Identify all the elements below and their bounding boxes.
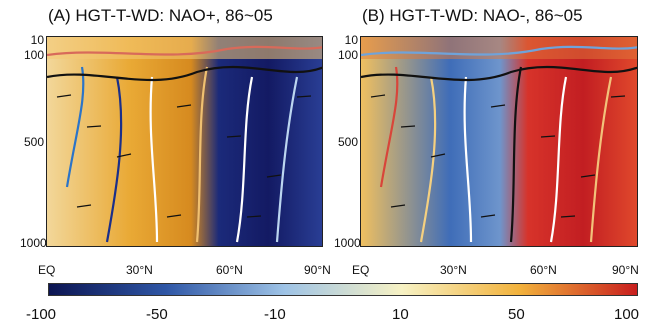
panel-a-contour: [195, 66, 209, 243]
panel-b-xtick-90n: 90°N: [612, 263, 639, 277]
panel-a-xtick-eq: EQ: [38, 263, 56, 277]
panel-a-xtick-30n: 30°N: [126, 263, 153, 277]
colorbar-label-100: 100: [614, 306, 640, 323]
panel-b-xtick-eq: EQ: [352, 263, 370, 277]
panel-a-contour: [47, 65, 322, 82]
panel-b-contour: [361, 45, 637, 57]
panel-b-ytick-1000: 1000: [334, 236, 361, 250]
colorbar-label-neg100: -100: [26, 306, 57, 323]
panel-b-contours: [361, 45, 637, 243]
panel-a-ytick-100: 100: [23, 48, 44, 62]
panel-b-contour: [509, 66, 523, 243]
panel-a-background: [47, 37, 322, 246]
panel-b-contour: [419, 76, 437, 243]
panel-a-title: (A) HGT-T-WD: NAO+, 86~05: [48, 6, 273, 25]
panel-a-ytick-10: 10: [30, 33, 44, 47]
panel-b-title: (B) HGT-T-WD: NAO-, 86~05: [362, 6, 583, 25]
panel-b-contour: [361, 65, 637, 82]
panel-b-contour: [379, 66, 399, 188]
panel-b-ytick-500: 500: [337, 135, 358, 149]
panel-a-contour: [275, 76, 299, 243]
panel-b-contour: [463, 76, 473, 243]
colorbar-label-neg10: -10: [264, 306, 286, 323]
panel-a-wind-vectors: [56, 94, 312, 218]
panel-b-plot: [360, 36, 638, 247]
panel-a-contour: [235, 76, 254, 243]
panel-a-contours: [47, 45, 322, 243]
panel-b-field: [361, 37, 637, 246]
panel-a-contour: [65, 66, 85, 188]
panel-b-contour: [589, 76, 613, 243]
panel-b-ytick-100: 100: [337, 48, 358, 62]
panel-a-ytick-500: 500: [23, 135, 44, 149]
colorbar-label-10: 10: [392, 306, 409, 323]
panel-a-xtick-90n: 90°N: [304, 263, 331, 277]
panel-b-wind-vectors: [370, 94, 626, 218]
panel-a-plot: [46, 36, 323, 247]
panel-a-ytick-1000: 1000: [20, 236, 47, 250]
panel-b-background: [361, 37, 637, 246]
colorbar-label-neg50: -50: [146, 306, 168, 323]
panel-b-xtick-60n: 60°N: [530, 263, 557, 277]
panel-a-contour: [47, 45, 322, 57]
colorbar: [48, 283, 638, 296]
panel-b-ytick-10: 10: [344, 33, 358, 47]
colorbar-label-50: 50: [508, 306, 525, 323]
panel-b-xtick-30n: 30°N: [440, 263, 467, 277]
panel-a-contour: [105, 76, 123, 243]
panel-a-field: [47, 37, 322, 246]
panel-a-contour: [149, 76, 159, 243]
panel-b-contour: [549, 76, 568, 243]
panel-a-xtick-60n: 60°N: [216, 263, 243, 277]
